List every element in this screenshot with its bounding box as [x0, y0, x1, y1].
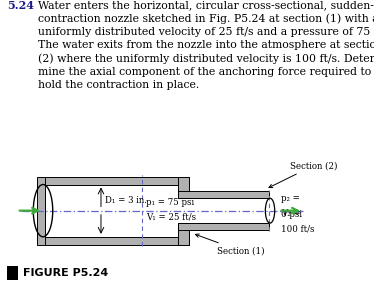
Bar	[7, 266, 18, 280]
Bar	[178, 223, 189, 245]
Text: p₂ =: p₂ =	[281, 194, 300, 203]
Text: D₁ = 3 in.: D₁ = 3 in.	[105, 196, 147, 205]
Text: 100 ft/s: 100 ft/s	[281, 224, 315, 233]
Bar	[178, 223, 269, 230]
Text: p₁ = 75 psi: p₁ = 75 psi	[146, 198, 194, 207]
Text: Section (1): Section (1)	[196, 234, 264, 256]
Text: 0 psi: 0 psi	[281, 210, 302, 219]
Bar	[178, 191, 269, 198]
Text: V₁ = 25 ft/s: V₁ = 25 ft/s	[146, 213, 196, 221]
Text: FIGURE P5.24: FIGURE P5.24	[22, 268, 108, 278]
Text: Water enters the horizontal, circular cross-sectional, sudden-
contraction nozzl: Water enters the horizontal, circular cr…	[38, 0, 374, 90]
Bar	[45, 237, 189, 245]
Text: Section (2): Section (2)	[269, 161, 337, 188]
Text: 5.24: 5.24	[7, 0, 34, 11]
Text: V₂ =: V₂ =	[281, 209, 301, 218]
Bar	[37, 177, 45, 245]
Bar	[45, 177, 189, 185]
Bar	[178, 177, 189, 198]
